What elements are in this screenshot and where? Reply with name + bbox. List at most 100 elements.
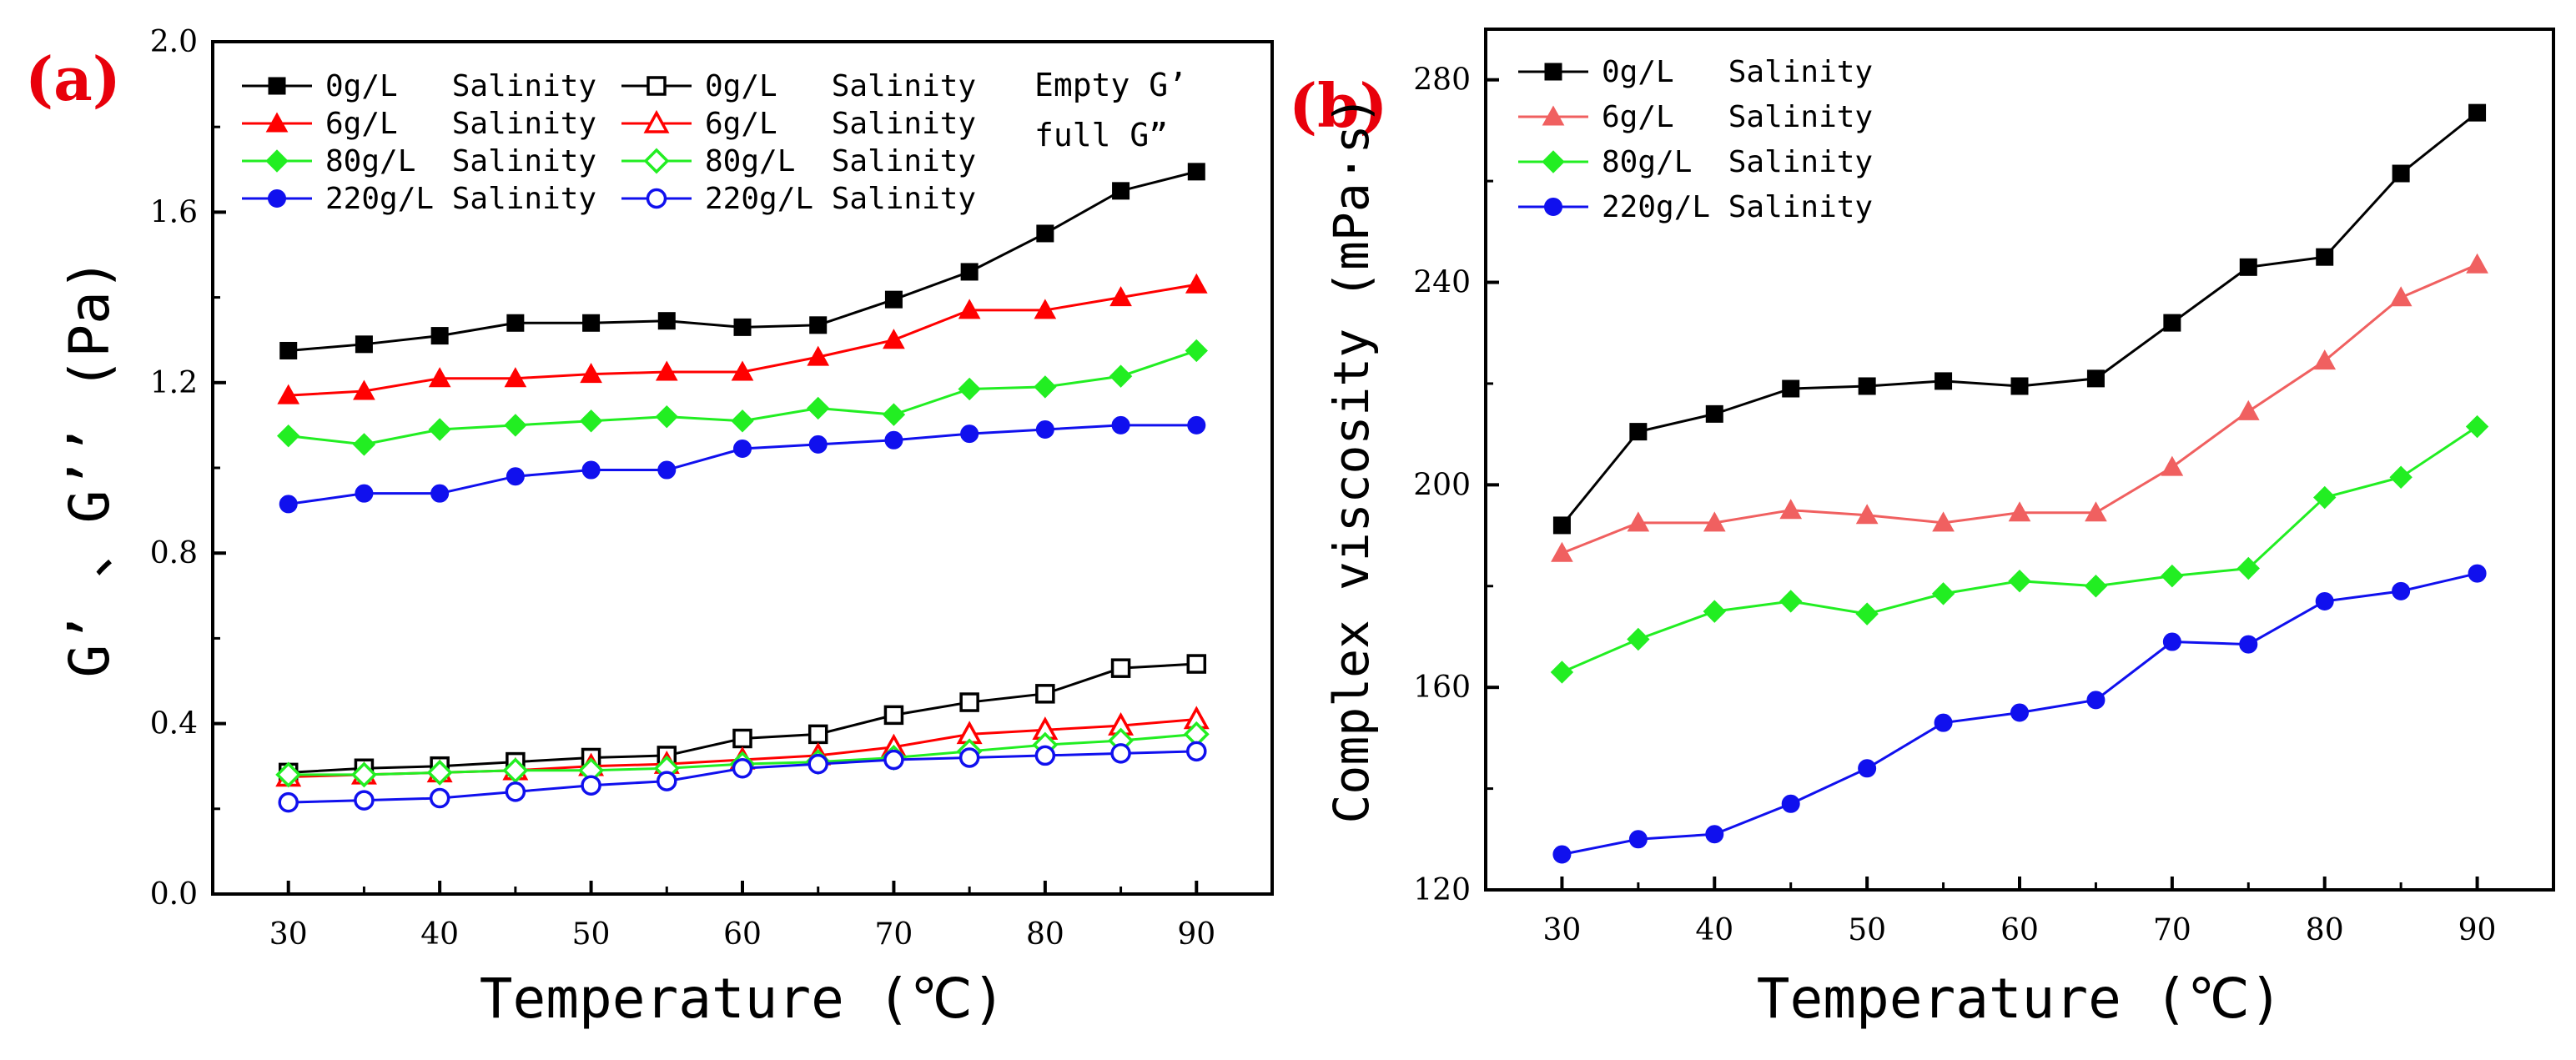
panel-a-data-point — [505, 781, 526, 802]
panel-a-legend-marker — [268, 77, 286, 95]
panel-b-x-tick-label: 90 — [2458, 913, 2497, 947]
panel-a-x-tick-label: 40 — [420, 917, 459, 952]
panel-a-legend-marker — [643, 148, 670, 174]
panel-b-data-point — [2389, 465, 2412, 489]
panel-b-data-point — [2468, 564, 2487, 583]
panel-b-data-point — [2313, 485, 2337, 510]
panel-a-x-axis-title: Temperature (℃) — [480, 967, 1005, 1031]
panel-a-data-point — [506, 467, 525, 486]
panel-a-legend-label: 0g/L Salinity — [325, 69, 596, 103]
panel-b-data-point — [2316, 248, 2334, 266]
panel-a-legend-note-full: full G” — [1034, 117, 1168, 153]
panel-a-data-point — [808, 724, 828, 745]
panel-a-data-point — [430, 327, 449, 345]
panel-b-x-tick-label: 50 — [1848, 913, 1886, 947]
panel-a-data-point — [580, 363, 602, 384]
panel-a-data-point — [1186, 654, 1207, 674]
panel-a-data-point — [808, 435, 828, 454]
panel-a-data-point — [277, 384, 300, 404]
panel-a-data-point — [1035, 684, 1055, 704]
panel-a-data-point — [355, 484, 374, 503]
panel-b-data-point — [2313, 349, 2337, 370]
panel-a-data-point — [279, 341, 298, 359]
panel-a-axes: 30 40 50 60 70 80 90 0.0 0.4 0.8 1.2 1.6 2.0 — [150, 25, 1274, 952]
panel-a-y-tick-label: 2.0 — [150, 25, 198, 59]
panel-a-data-point — [504, 414, 527, 437]
panel-b-data-point — [2085, 501, 2107, 522]
panel-b-data-point — [1703, 511, 1726, 532]
panel-b-x-tick-label: 30 — [1543, 913, 1582, 947]
panel-a-data-point — [884, 430, 903, 450]
panel-a-legend-label: 0g/L Salinity — [705, 69, 976, 103]
panel-a-data-point — [277, 424, 300, 448]
panel-b-y-tick-label: 200 — [1413, 468, 1471, 502]
panel-a-data-point — [655, 360, 678, 381]
panel-a-legend-marker — [646, 188, 667, 209]
panel-b-x-tick-label: 80 — [2306, 913, 2344, 947]
panel-b-y-tick-label: 160 — [1413, 671, 1471, 705]
panel-b-data-point — [2465, 414, 2489, 439]
panel-b-data-point — [1932, 511, 1955, 532]
panel-b-legend: 0g/L Salinity 6g/L Salinity 80g/L Salinity… — [1518, 55, 1873, 224]
panel-b-data-point — [2236, 556, 2260, 580]
panel-a-data-point — [354, 790, 375, 811]
panel-a-data-point — [732, 728, 752, 749]
panel-a-data-point — [352, 433, 376, 456]
panel-a-data-point — [959, 692, 979, 712]
panel-a-data-point — [428, 367, 451, 388]
panel-b-legend-marker — [1542, 105, 1565, 126]
panel-a-data-point — [1110, 658, 1131, 678]
panel-a-legend-label: 220g/L Salinity — [325, 182, 596, 216]
panel-b-data-point — [2239, 635, 2258, 654]
panel-a-x-tick-label: 60 — [723, 917, 762, 952]
panel-b-data-point — [1781, 794, 1800, 813]
panel-a-data-point — [355, 335, 373, 354]
panel-b-data-point — [2239, 258, 2257, 276]
panel-a-data-point — [279, 495, 298, 514]
panel-a-x-tick-label: 50 — [572, 917, 611, 952]
panel-a-data-point — [960, 425, 979, 444]
panel-b-x-tick-label: 40 — [1695, 913, 1733, 947]
panel-b-x-axis-title: Temperature (℃) — [1757, 967, 2282, 1031]
panel-b-series-line — [1561, 425, 2478, 674]
panel-b-data-point — [1779, 590, 1803, 613]
panel-a-data-point — [657, 460, 677, 480]
panel-b-data-point — [1931, 582, 1955, 605]
panel-b-legend-marker — [1542, 150, 1565, 173]
panel-b-legend-label: 6g/L Salinity — [1602, 100, 1873, 134]
panel-b-label: (b) — [1289, 70, 1387, 141]
panel-a-data-point — [731, 409, 754, 433]
panel-a-x-tick-label: 90 — [1177, 917, 1215, 952]
panel-a-data-point — [1109, 364, 1133, 388]
panel-b-data-point — [2086, 691, 2106, 710]
panel-a-label: (a) — [25, 43, 121, 114]
panel-b-data-point — [1705, 404, 1723, 423]
panel-a-data-point — [807, 396, 830, 420]
panel-b-data-point — [2008, 569, 2031, 593]
panel-b-legend-label: 0g/L Salinity — [1602, 55, 1873, 89]
panel-a-data-point — [350, 761, 377, 788]
panel-b-y-tick-label: 280 — [1413, 63, 1471, 98]
panel-a-data-point — [657, 771, 677, 791]
panel-b-data-point — [2389, 286, 2412, 307]
panel-a-data-point — [882, 403, 906, 426]
panel-a-data-point — [808, 753, 828, 775]
panel-b-y-tick-label: 240 — [1413, 266, 1471, 300]
panel-b-data-point — [2161, 455, 2184, 476]
panel-a-legend-marker — [265, 149, 289, 173]
panel-a-data-point — [655, 404, 678, 429]
panel-a-data-point — [275, 761, 302, 788]
panel-a-legend-note-empty: Empty G’ — [1034, 67, 1187, 103]
panel-a-data-point — [1187, 163, 1205, 181]
panel-a-data-point — [883, 329, 905, 349]
panel-a-chart: (a) 30 40 50 60 70 80 90 0.0 0.4 0.8 1.2 1.6 2.0 0g/… — [25, 25, 1274, 1031]
panel-a-y-tick-label: 1.2 — [150, 366, 198, 400]
panel-a-data-point — [579, 409, 603, 433]
panel-a-y-tick-label: 0.8 — [150, 536, 198, 570]
panel-b-data-point — [2010, 377, 2029, 395]
panel-a-y-axis-title: G’ 、G’’ (Pa) — [58, 258, 122, 677]
panel-a-legend-marker — [268, 189, 286, 208]
panel-a-data-point — [1034, 745, 1056, 766]
panel-a-data-point — [1186, 741, 1207, 762]
